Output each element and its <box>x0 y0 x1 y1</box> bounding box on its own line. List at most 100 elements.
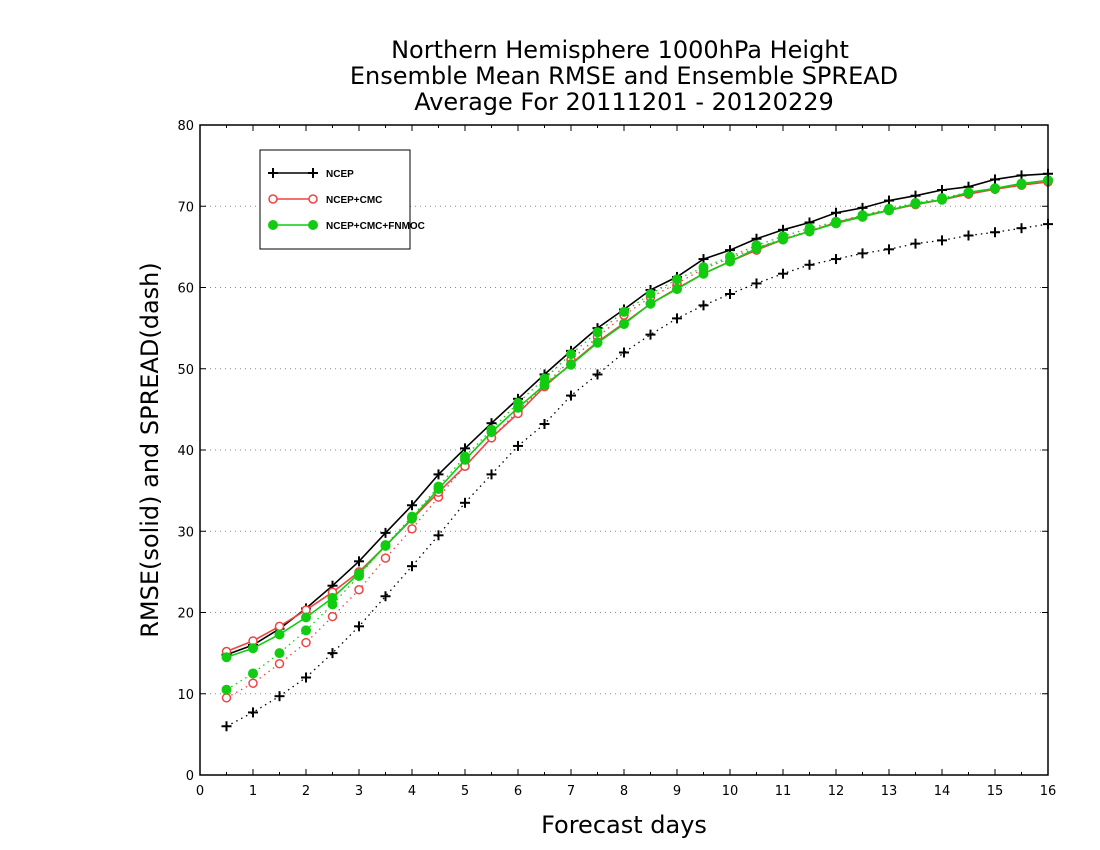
rmse-point-ncep-cmc-fnmoc <box>380 540 391 551</box>
rmse-point-ncep <box>380 527 391 538</box>
legend-marker <box>268 168 278 178</box>
spread-point-ncep-cmc-fnmoc <box>672 274 682 285</box>
x-tick-label: 8 <box>620 784 628 799</box>
legend-marker <box>308 194 318 204</box>
x-tick-label: 2 <box>302 784 310 799</box>
x-tick-label: 7 <box>567 784 575 799</box>
rmse-point-ncep-cmc-fnmoc <box>274 629 285 640</box>
spread-point-ncep <box>513 440 523 451</box>
rmse-point-ncep-cmc-fnmoc <box>672 284 682 295</box>
spread-point-ncep <box>857 248 868 259</box>
y-tick-label: 80 <box>177 119 194 134</box>
spread-point-ncep-cmc-fnmoc <box>566 349 576 360</box>
legend-entry: NCEP <box>268 168 354 180</box>
y-tick-label: 70 <box>177 200 194 215</box>
rmse-point-ncep-cmc-fnmoc <box>539 380 550 390</box>
spread-line-ncep-cmc <box>226 181 1049 699</box>
spread-point-ncep <box>831 254 841 265</box>
spread-point-ncep-cmc <box>327 611 338 622</box>
x-tick-label: 0 <box>196 784 204 799</box>
rmse-point-ncep-cmc-fnmoc <box>751 243 762 254</box>
rmse-point-ncep-cmc-fnmoc <box>354 568 364 579</box>
x-tick-label: 13 <box>881 784 898 799</box>
spread-point-ncep <box>274 691 285 702</box>
gridlines <box>200 205 1048 695</box>
rmse-point-ncep-cmc-fnmoc <box>248 643 258 654</box>
rmse-point-ncep-cmc-fnmoc <box>327 592 338 603</box>
rmse-point-ncep <box>407 500 417 511</box>
rmse-line-ncep-cmc-fnmoc <box>226 179 1049 658</box>
spread-point-ncep-cmc-fnmoc <box>619 306 629 317</box>
spread-point-ncep <box>645 329 656 340</box>
y-tick-label: 10 <box>177 688 194 703</box>
spread-point-ncep-cmc-fnmoc <box>645 289 656 299</box>
spread-point-ncep-cmc-fnmoc <box>592 327 603 338</box>
x-tick-label: 16 <box>1040 784 1057 799</box>
spread-point-ncep <box>460 497 470 508</box>
spread-point-ncep <box>486 469 497 480</box>
rmse-point-ncep-cmc-fnmoc <box>990 183 1000 194</box>
legend-label: NCEP+CMC+FNMOC <box>326 221 425 232</box>
rmse-point-ncep-cmc-fnmoc <box>725 256 735 267</box>
spread-line-ncep-cmc-fnmoc <box>226 179 1049 691</box>
spread-point-ncep <box>990 227 1000 238</box>
y-tick-label: 0 <box>186 769 194 784</box>
spread-point-ncep <box>725 289 735 299</box>
rmse-point-ncep-cmc-fnmoc <box>407 513 417 524</box>
spread-point-ncep <box>672 313 682 324</box>
spread-point-ncep-cmc <box>407 524 417 534</box>
legend-entry: NCEP+CMC <box>268 194 382 206</box>
spread-point-ncep <box>354 621 364 632</box>
rmse-point-ncep-cmc-fnmoc <box>884 205 894 216</box>
x-tick-label: 6 <box>514 784 522 799</box>
spread-point-ncep <box>884 244 894 255</box>
x-tick-label: 15 <box>987 784 1004 799</box>
spread-point-ncep <box>301 672 311 683</box>
spread-point-ncep-cmc <box>248 678 258 688</box>
rmse-point-ncep-cmc-fnmoc <box>804 226 815 237</box>
spread-point-ncep <box>698 300 709 311</box>
x-axis-title: Forecast days <box>541 811 707 839</box>
x-tick-label: 9 <box>673 784 681 799</box>
title-line-2: Ensemble Mean RMSE and Ensemble SPREAD <box>350 62 898 90</box>
y-tick-label: 60 <box>177 282 194 297</box>
spread-point-ncep <box>619 347 629 358</box>
spread-point-ncep <box>380 591 391 602</box>
spread-point-ncep <box>566 390 576 401</box>
legend-label: NCEP+CMC <box>326 195 382 206</box>
spread-point-ncep <box>539 419 550 429</box>
spread-point-ncep <box>937 235 947 246</box>
legend-marker <box>308 168 318 178</box>
rmse-point-ncep-cmc-fnmoc <box>460 454 470 465</box>
spread-point-ncep <box>592 369 603 380</box>
series-layer <box>221 168 1053 732</box>
rmse-point-ncep-cmc-fnmoc <box>1016 178 1027 189</box>
rmse-point-ncep <box>831 207 841 218</box>
spread-point-ncep <box>751 278 762 289</box>
y-tick-label: 20 <box>177 607 194 622</box>
rmse-point-ncep-cmc-fnmoc <box>221 652 232 663</box>
spread-point-ncep <box>1016 223 1027 234</box>
y-tick-label: 30 <box>177 525 194 540</box>
spread-point-ncep <box>778 268 788 279</box>
chart-title: Northern Hemisphere 1000hPa Height Ensem… <box>350 36 898 116</box>
x-tick-label: 3 <box>355 784 363 799</box>
rmse-point-ncep-cmc-fnmoc <box>910 198 921 209</box>
x-tick-label: 14 <box>934 784 951 799</box>
legend-label: NCEP <box>326 169 354 180</box>
spread-point-ncep <box>221 721 232 732</box>
rmse-point-ncep <box>990 174 1000 185</box>
rmse-point-ncep-cmc-fnmoc <box>513 402 523 413</box>
title-line-1: Northern Hemisphere 1000hPa Height <box>391 36 849 64</box>
rmse-point-ncep-cmc-fnmoc <box>592 337 603 348</box>
spread-point-ncep-cmc <box>354 585 364 595</box>
legend: NCEP NCEP+CMC NCEP+CMC+FNMOC <box>259 149 425 250</box>
x-tick-label: 11 <box>775 784 792 799</box>
spread-point-ncep-cmc-fnmoc <box>248 668 258 679</box>
rmse-point-ncep-cmc-fnmoc <box>963 187 974 198</box>
rmse-point-ncep-cmc-fnmoc <box>619 319 629 330</box>
rmse-point-ncep <box>354 556 364 567</box>
legend-entry: NCEP+CMC+FNMOC <box>268 220 425 232</box>
